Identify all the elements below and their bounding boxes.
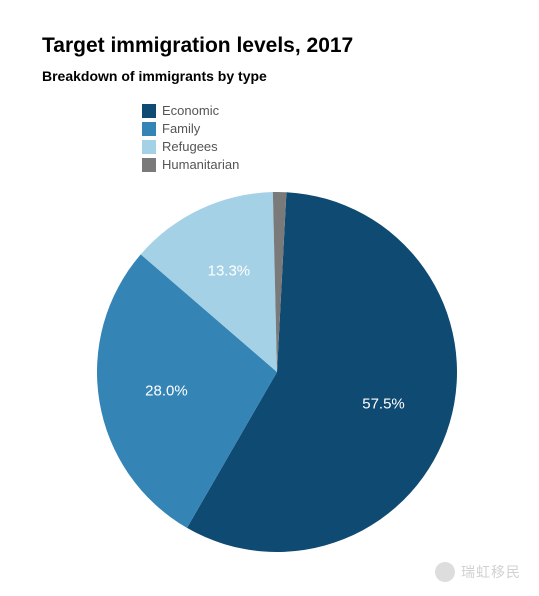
slice-label: 28.0% (145, 382, 188, 399)
chart-title: Target immigration levels, 2017 (42, 34, 511, 58)
pie-chart: 57.5% 28.0% 13.3% (47, 182, 507, 562)
legend: Economic Family Refugees Humanitarian (142, 102, 511, 174)
slice-label: 13.3% (208, 263, 251, 280)
legend-item: Humanitarian (142, 156, 511, 174)
legend-swatch-humanitarian (142, 158, 156, 172)
slice-label: 57.5% (362, 395, 405, 412)
legend-label: Family (162, 120, 200, 138)
legend-item: Family (142, 120, 511, 138)
chart-container: Target immigration levels, 2017 Breakdow… (0, 0, 539, 562)
legend-label: Refugees (162, 138, 218, 156)
legend-label: Economic (162, 102, 219, 120)
legend-swatch-economic (142, 104, 156, 118)
legend-item: Economic (142, 102, 511, 120)
watermark: 瑞虹移民 (435, 562, 521, 582)
legend-swatch-family (142, 122, 156, 136)
legend-item: Refugees (142, 138, 511, 156)
legend-label: Humanitarian (162, 156, 239, 174)
wechat-icon (435, 562, 455, 582)
chart-subtitle: Breakdown of immigrants by type (42, 68, 511, 84)
legend-swatch-refugees (142, 140, 156, 154)
watermark-text: 瑞虹移民 (461, 562, 521, 582)
